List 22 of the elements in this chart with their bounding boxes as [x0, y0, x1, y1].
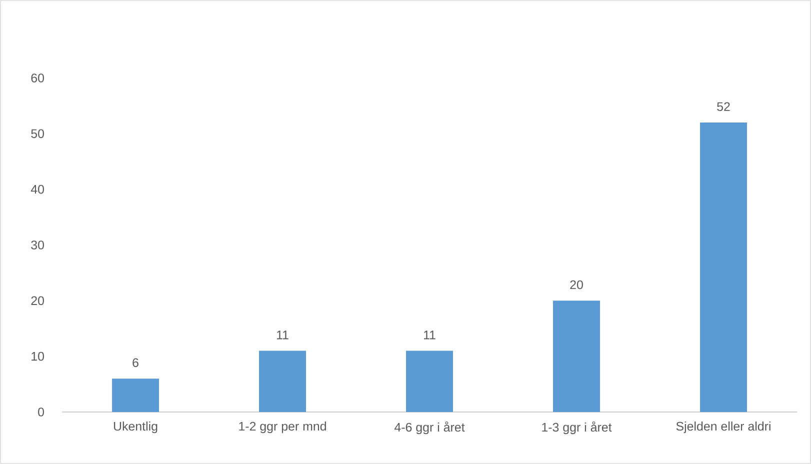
x-tick-label: Sjelden eller aldri — [676, 421, 770, 434]
x-tick-label: 4-6 ggr i året — [394, 421, 465, 434]
bar — [259, 350, 306, 412]
data-label: 11 — [424, 330, 436, 340]
y-tick-label: 10 — [32, 352, 44, 361]
y-tick-label: 30 — [31, 240, 44, 250]
bar — [553, 300, 600, 412]
y-tick-label: 20 — [31, 296, 44, 306]
y-tick-label: 40 — [30, 184, 44, 194]
y-tick-label: 60 — [31, 74, 44, 82]
y-tick-label: 0 — [38, 408, 44, 416]
data-label: 6 — [132, 358, 138, 368]
data-label: 52 — [717, 102, 730, 112]
bar — [112, 378, 160, 412]
data-label: 11 — [277, 330, 288, 340]
bar — [700, 122, 748, 412]
x-tick-label: 1-3 ggr i året — [542, 421, 612, 434]
x-tick-label: 1-2 ggr per mnd — [239, 421, 326, 434]
bar — [406, 350, 454, 412]
data-label: 20 — [570, 280, 583, 290]
y-tick-label: 50 — [31, 129, 44, 138]
x-tick-label: Ukentlig — [114, 421, 158, 434]
